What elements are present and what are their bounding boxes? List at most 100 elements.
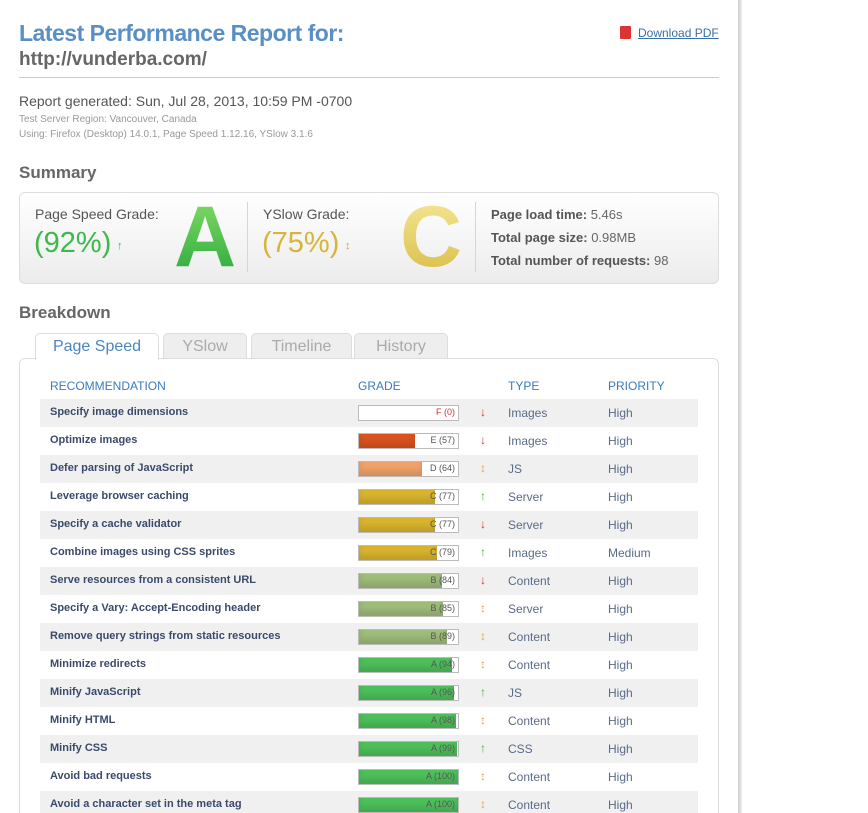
- recommendation: Avoid a character set in the meta tag: [50, 798, 242, 810]
- column-header: GRADE: [358, 379, 401, 393]
- grade-fill: [359, 714, 457, 728]
- download-link[interactable]: Download PDF: [638, 26, 719, 40]
- column-header: TYPE: [508, 379, 540, 393]
- grade-bar: A (98): [358, 713, 459, 729]
- priority: High: [608, 434, 633, 448]
- grade-label: A (94): [430, 659, 455, 669]
- priority: High: [608, 714, 633, 728]
- grade-bar: A (99): [358, 741, 459, 757]
- grade-trend: ↑: [117, 240, 123, 252]
- grade-letter: C: [400, 189, 463, 285]
- priority: Medium: [608, 546, 651, 560]
- grade-bar: A (96): [358, 685, 459, 701]
- table-row: Minify JavaScript A (96) ↑ JS High: [40, 679, 698, 707]
- recommendation: Optimize images: [50, 434, 138, 446]
- grade-label: C (79): [429, 547, 455, 557]
- grade-bar: B (84): [358, 573, 459, 589]
- tab[interactable]: Page Speed: [35, 333, 159, 360]
- recommendation: Specify a cache validator: [50, 518, 182, 530]
- grade-fill: [359, 462, 423, 476]
- url: http://vunderba.com/: [19, 49, 207, 70]
- grade-fill: [359, 770, 458, 784]
- recommendation: Minify CSS: [50, 742, 108, 754]
- stat-label: Total page size:: [491, 230, 588, 245]
- tab[interactable]: History: [354, 333, 448, 358]
- stat-label: Page load time:: [491, 207, 588, 222]
- type: Server: [508, 518, 544, 532]
- table-row: Combine images using CSS sprites C (79) ↑ I…: [40, 539, 698, 567]
- table-row: Avoid a character set in the meta tag A (…: [40, 791, 698, 813]
- trend-arrow: ↓: [480, 405, 486, 419]
- grade-bar: C (77): [358, 517, 459, 533]
- heading: Summary: [19, 163, 97, 182]
- grade-label: F (0): [436, 407, 455, 417]
- recommendation: Combine images using CSS sprites: [50, 546, 236, 558]
- trend-arrow: ↕: [480, 657, 486, 671]
- grade-bar: A (94): [358, 657, 459, 673]
- priority: High: [608, 490, 633, 504]
- grade-label: E (57): [430, 435, 455, 445]
- heading: Breakdown: [19, 303, 111, 322]
- summary-box: [19, 192, 719, 284]
- grade-score: (92%): [34, 227, 112, 259]
- trend-arrow: ↕: [480, 769, 486, 783]
- type: Server: [508, 490, 544, 504]
- table-row: Defer parsing of JavaScript D (64) ↕ JS High: [40, 455, 698, 483]
- recommendation: Minimize redirects: [50, 658, 146, 670]
- type: Content: [508, 658, 551, 672]
- stat-value: 5.46s: [590, 207, 623, 222]
- type: CSS: [508, 742, 533, 756]
- stat: Page load time: 5.46s: [491, 207, 623, 222]
- divider: [475, 202, 476, 272]
- grade-score: (75%): [262, 227, 340, 259]
- type: Content: [508, 798, 551, 812]
- grade-label: A (100): [425, 799, 455, 809]
- trend-arrow: ↕: [480, 461, 486, 475]
- type: Content: [508, 770, 551, 784]
- priority: High: [608, 574, 633, 588]
- region: Test Server Region: Vancouver, Canada: [19, 114, 197, 125]
- trend-arrow: ↑: [480, 685, 486, 699]
- using: Using: Firefox (Desktop) 14.0.1, Page Sp…: [19, 129, 313, 140]
- table-row: Minimize redirects A (94) ↕ Content High: [40, 651, 698, 679]
- grade-label: A (98): [430, 715, 455, 725]
- priority: High: [608, 630, 633, 644]
- table-row: Minify CSS A (99) ↑ CSS High: [40, 735, 698, 763]
- grade-bar: D (64): [358, 461, 459, 477]
- priority: High: [608, 742, 633, 756]
- grade-letter: A: [174, 189, 237, 285]
- trend-arrow: ↑: [480, 545, 486, 559]
- type: Content: [508, 630, 551, 644]
- recommendation: Leverage browser caching: [50, 490, 189, 502]
- recommendation: Defer parsing of JavaScript: [50, 462, 194, 474]
- grade-fill: [359, 546, 438, 560]
- generated: Report generated: Sun, Jul 28, 2013, 10:…: [19, 93, 353, 109]
- table-row: Leverage browser caching C (77) ↑ Server Hig…: [40, 483, 698, 511]
- grade-label: C (77): [429, 519, 455, 529]
- trend-arrow: ↑: [480, 741, 486, 755]
- column-header: PRIORITY: [608, 379, 665, 393]
- grade-fill: [359, 434, 416, 448]
- tab[interactable]: YSlow: [163, 333, 247, 358]
- recommendation: Avoid bad requests: [50, 770, 152, 782]
- grade-label: A (100): [425, 771, 455, 781]
- trend-arrow: ↕: [480, 629, 486, 643]
- grade-fill: [359, 518, 436, 532]
- grade-fill: [359, 574, 443, 588]
- recommendation: Remove query strings from static resourc…: [50, 630, 281, 642]
- trend-arrow: ↓: [480, 433, 486, 447]
- type: JS: [508, 686, 523, 700]
- grade-label: D (64): [429, 463, 455, 473]
- recommendation: Serve resources from a consistent URL: [50, 574, 257, 586]
- type: Server: [508, 602, 544, 616]
- grade-label: A (96): [430, 687, 455, 697]
- trend-arrow: ↕: [480, 797, 486, 811]
- tab[interactable]: Timeline: [251, 333, 352, 358]
- grade-bar: F (0): [358, 405, 459, 421]
- table-row: Avoid bad requests A (100) ↕ Content High: [40, 763, 698, 791]
- grade-label: Page Speed Grade:: [35, 206, 159, 222]
- trend-arrow: ↕: [480, 713, 486, 727]
- trend-arrow: ↓: [480, 573, 486, 587]
- table-row: Specify a Vary: Accept-Encoding header B …: [40, 595, 698, 623]
